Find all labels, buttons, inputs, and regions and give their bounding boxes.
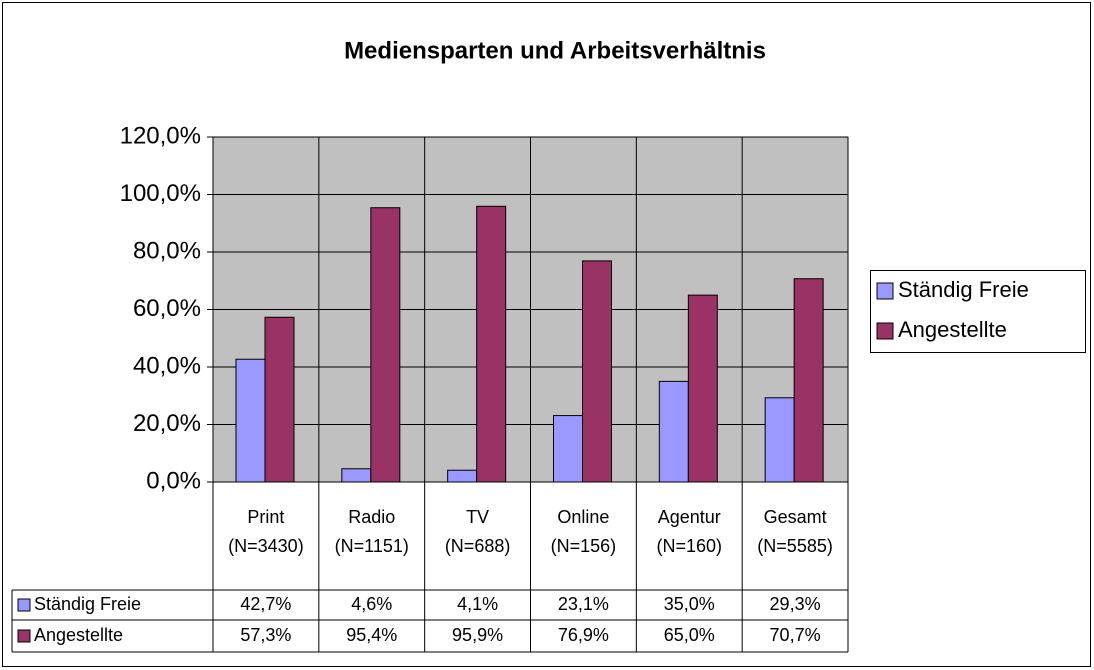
table-value: 23,1% [558, 594, 609, 614]
table-value: 70,7% [770, 625, 821, 645]
y-tick-label: 20,0% [133, 410, 201, 437]
x-tick-label: Gesamt [764, 507, 827, 527]
x-tick-label: (N=160) [656, 536, 722, 556]
x-tick-label: (N=1151) [335, 536, 409, 556]
table-value: 42,7% [240, 594, 291, 614]
table-value: 35,0% [664, 594, 715, 614]
y-tick-label: 120,0% [120, 122, 201, 149]
x-tick-label: TV [466, 507, 489, 527]
y-tick-label: 100,0% [120, 180, 201, 207]
x-tick-label: Print [247, 507, 284, 527]
x-tick-label: Radio [348, 507, 395, 527]
bar [582, 260, 612, 483]
table-value: 95,4% [346, 625, 397, 645]
table-value: 65,0% [664, 625, 715, 645]
x-tick-label: (N=156) [551, 536, 617, 556]
table-value: 4,6% [351, 594, 392, 614]
bar [687, 294, 718, 483]
bar [264, 316, 295, 483]
table-value: 95,9% [452, 625, 503, 645]
legend-label: Angestellte [898, 317, 1007, 342]
legend-label: Ständig Freie [898, 277, 1029, 302]
bar [793, 278, 824, 483]
legend-box [870, 270, 1086, 353]
bar [341, 468, 372, 483]
bar [553, 415, 583, 483]
y-tick-label: 60,0% [133, 295, 201, 322]
table-row-label: Ständig Freie [34, 594, 141, 614]
table-legend-key [17, 629, 31, 643]
bar [658, 380, 689, 483]
table-value: 76,9% [558, 625, 609, 645]
bar [370, 207, 401, 483]
y-tick-label: 0,0% [146, 467, 201, 494]
table-value: 4,1% [457, 594, 498, 614]
legend-key [876, 282, 894, 300]
x-tick-label: (N=688) [445, 536, 511, 556]
chart-title: Mediensparten und Arbeitsverhältnis [344, 37, 766, 64]
table-legend-key [17, 598, 31, 612]
table-value: 29,3% [770, 594, 821, 614]
x-tick-label: (N=5585) [757, 536, 833, 556]
bar [235, 358, 266, 483]
y-tick-label: 80,0% [133, 237, 201, 264]
x-tick-label: Online [557, 507, 609, 527]
x-tick-label: (N=3430) [228, 536, 304, 556]
y-tick-label: 40,0% [133, 352, 201, 379]
x-tick-label: Agentur [658, 507, 721, 527]
table-value: 57,3% [240, 625, 291, 645]
bar [764, 397, 795, 483]
bar [476, 205, 507, 483]
legend-key [876, 322, 894, 340]
bar [447, 469, 478, 483]
table-row-label: Angestellte [34, 625, 123, 645]
